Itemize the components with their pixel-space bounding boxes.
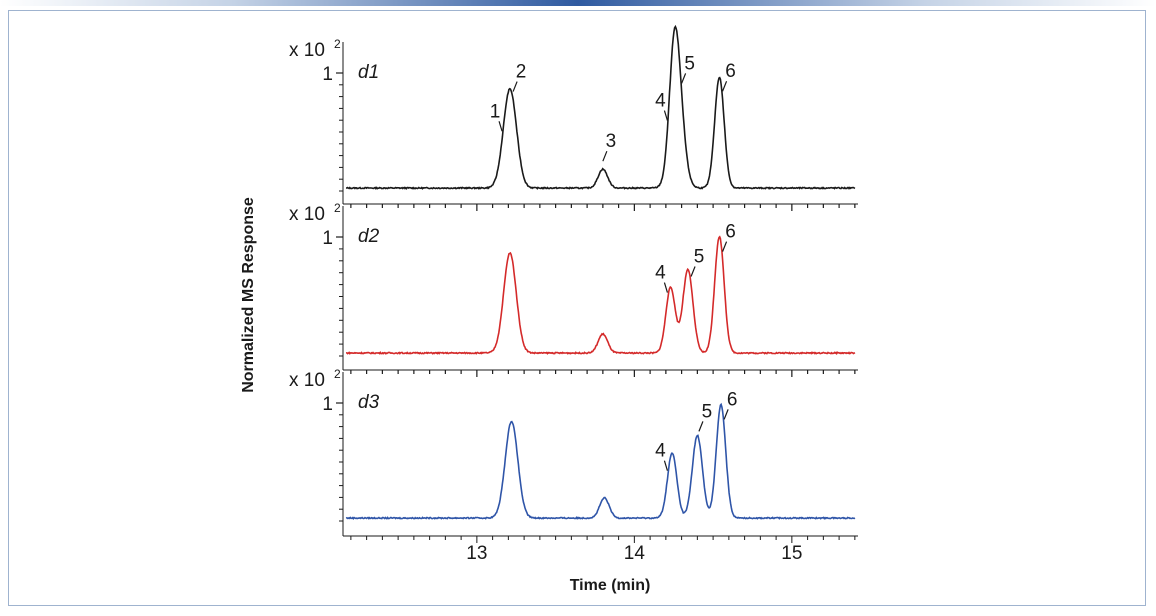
x-tick-label: 15 bbox=[781, 543, 802, 564]
peak-pointer bbox=[663, 460, 669, 471]
x-axis-label: Time (min) bbox=[570, 577, 651, 594]
y-scale-label: x 10 bbox=[289, 370, 325, 391]
peak-label: 1 bbox=[490, 101, 501, 122]
peak-pointer bbox=[690, 266, 696, 277]
peak-pointer bbox=[721, 241, 728, 252]
x-tick-label: 14 bbox=[624, 543, 646, 564]
y-tick-label: 1 bbox=[322, 64, 333, 85]
figure-frame bbox=[8, 10, 1146, 606]
peak-pointer bbox=[698, 421, 704, 432]
peak-label: 5 bbox=[702, 401, 713, 422]
peak-pointer bbox=[681, 73, 687, 84]
x-axis: 13 14 15 bbox=[466, 543, 802, 564]
panel-label-d2: d2 bbox=[358, 226, 380, 247]
header-gradient-bar bbox=[0, 0, 1156, 6]
peak-label: 5 bbox=[684, 53, 695, 74]
peak-label: 4 bbox=[655, 263, 666, 284]
peak-label: 6 bbox=[727, 389, 738, 410]
peak-pointer bbox=[602, 150, 608, 162]
peak-pointer bbox=[512, 81, 518, 92]
peak-label: 5 bbox=[694, 246, 705, 267]
peak-pointer bbox=[721, 81, 728, 92]
peak-pointer bbox=[663, 110, 669, 121]
peak-label: 3 bbox=[606, 131, 617, 152]
peak-label: 6 bbox=[725, 222, 736, 243]
peak-label: 4 bbox=[655, 441, 666, 462]
y-tick-label: 1 bbox=[322, 228, 333, 249]
y-scale-label: x 10 bbox=[289, 204, 325, 225]
peak-pointer bbox=[663, 282, 669, 293]
y-tick-label: 1 bbox=[322, 394, 333, 415]
y-scale-exponent: 2 bbox=[334, 367, 341, 381]
peak-pointer bbox=[723, 409, 729, 420]
panel-d3: 1 x 10 2 d3 4 56 bbox=[289, 367, 858, 543]
y-scale-label: x 10 bbox=[289, 40, 325, 61]
y-axis-label: Normalized MS Response bbox=[240, 197, 257, 393]
y-scale-exponent: 2 bbox=[334, 37, 341, 51]
peak-pointer bbox=[498, 121, 503, 132]
trace-d1 bbox=[345, 24, 856, 190]
panel-d2: 1 x 10 2 d2 4 56 bbox=[289, 201, 858, 377]
panel-label-d1: d1 bbox=[358, 62, 379, 83]
trace-d3 bbox=[345, 402, 856, 520]
peak-label: 6 bbox=[725, 61, 736, 82]
peak-label: 4 bbox=[655, 91, 666, 112]
panel-label-d3: d3 bbox=[358, 392, 380, 413]
y-scale-exponent: 2 bbox=[334, 201, 341, 215]
x-tick-label: 13 bbox=[466, 543, 487, 564]
trace-d2 bbox=[346, 235, 856, 356]
peak-label: 2 bbox=[516, 62, 527, 83]
